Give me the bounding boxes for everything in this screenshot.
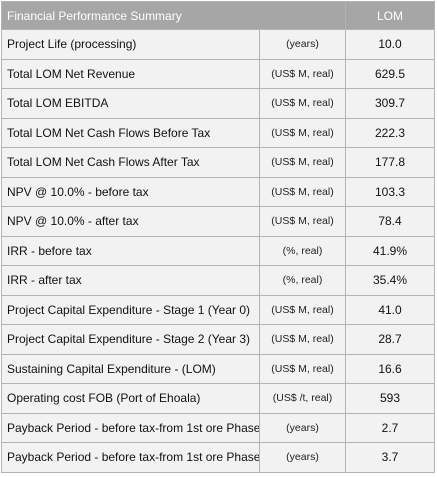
unit-label: (US$ M, real) bbox=[258, 294, 347, 325]
table-title: Financial Performance Summary bbox=[0, 1, 347, 30]
unit-label: (US$ M, real) bbox=[258, 324, 347, 355]
metric-label: Project Capital Expenditure - Stage 2 (Y… bbox=[1, 324, 260, 355]
lom-value: 3.7 bbox=[345, 442, 436, 473]
table-row: Project Life (processing) (years) 10.0 bbox=[1, 29, 436, 60]
unit-label: (years) bbox=[258, 412, 347, 443]
lom-column-header: LOM bbox=[345, 1, 436, 30]
lom-value: 10.0 bbox=[345, 29, 436, 60]
lom-value: 222.3 bbox=[345, 117, 436, 148]
lom-value: 309.7 bbox=[345, 88, 436, 119]
unit-label: (US$ /t, real) bbox=[258, 383, 347, 414]
unit-label: (US$ M, real) bbox=[258, 353, 347, 384]
table-row: IRR - after tax (%, real) 35.4% bbox=[1, 265, 436, 296]
table-row: Total LOM EBITDA (US$ M, real) 309.7 bbox=[1, 88, 436, 119]
metric-label: Total LOM Net Cash Flows After Tax bbox=[1, 147, 260, 178]
unit-label: (US$ M, real) bbox=[258, 88, 347, 119]
table-row: Project Capital Expenditure - Stage 2 (Y… bbox=[1, 324, 436, 355]
metric-label: NPV @ 10.0% - after tax bbox=[1, 206, 260, 237]
lom-value: 28.7 bbox=[345, 324, 436, 355]
table-header-row: Financial Performance Summary LOM bbox=[0, 1, 436, 30]
lom-value: 177.8 bbox=[345, 147, 436, 178]
unit-label: (%, real) bbox=[258, 235, 347, 266]
metric-label: Total LOM Net Revenue bbox=[1, 58, 260, 89]
metric-label: Operating cost FOB (Port of Ehoala) bbox=[1, 383, 260, 414]
lom-value: 593 bbox=[345, 383, 436, 414]
unit-label: (US$ M, real) bbox=[258, 58, 347, 89]
table-body: Project Life (processing) (years) 10.0 T… bbox=[1, 29, 436, 473]
metric-label: Total LOM EBITDA bbox=[1, 88, 260, 119]
table-row: Operating cost FOB (Port of Ehoala) (US$… bbox=[1, 383, 436, 414]
unit-label: (years) bbox=[258, 29, 347, 60]
lom-value: 16.6 bbox=[345, 353, 436, 384]
lom-value: 35.4% bbox=[345, 265, 436, 296]
metric-label: NPV @ 10.0% - before tax bbox=[1, 176, 260, 207]
table-row: NPV @ 10.0% - before tax (US$ M, real) 1… bbox=[1, 176, 436, 207]
table-row: Total LOM Net Revenue (US$ M, real) 629.… bbox=[1, 58, 436, 89]
unit-label: (US$ M, real) bbox=[258, 176, 347, 207]
unit-label: (US$ M, real) bbox=[258, 206, 347, 237]
unit-label: (%, real) bbox=[258, 265, 347, 296]
table-row: Total LOM Net Cash Flows Before Tax (US$… bbox=[1, 117, 436, 148]
lom-value: 103.3 bbox=[345, 176, 436, 207]
unit-label: (US$ M, real) bbox=[258, 147, 347, 178]
lom-value: 41.0 bbox=[345, 294, 436, 325]
metric-label: Payback Period - before tax-from 1st ore… bbox=[1, 442, 260, 473]
unit-label: (years) bbox=[258, 442, 347, 473]
metric-label: IRR - after tax bbox=[1, 265, 260, 296]
table-row: Sustaining Capital Expenditure - (LOM) (… bbox=[1, 353, 436, 384]
table-row: NPV @ 10.0% - after tax (US$ M, real) 78… bbox=[1, 206, 436, 237]
table-row: Payback Period - before tax-from 1st ore… bbox=[1, 412, 436, 443]
unit-label: (US$ M, real) bbox=[258, 117, 347, 148]
lom-value: 78.4 bbox=[345, 206, 436, 237]
metric-label: Project Life (processing) bbox=[1, 29, 260, 60]
table-row: Total LOM Net Cash Flows After Tax (US$ … bbox=[1, 147, 436, 178]
metric-label: Project Capital Expenditure - Stage 1 (Y… bbox=[1, 294, 260, 325]
table-row: Payback Period - before tax-from 1st ore… bbox=[1, 442, 436, 473]
table-row: IRR - before tax (%, real) 41.9% bbox=[1, 235, 436, 266]
metric-label: IRR - before tax bbox=[1, 235, 260, 266]
lom-value: 41.9% bbox=[345, 235, 436, 266]
table-row: Project Capital Expenditure - Stage 1 (Y… bbox=[1, 294, 436, 325]
lom-value: 2.7 bbox=[345, 412, 436, 443]
metric-label: Sustaining Capital Expenditure - (LOM) bbox=[1, 353, 260, 384]
lom-value: 629.5 bbox=[345, 58, 436, 89]
metric-label: Total LOM Net Cash Flows Before Tax bbox=[1, 117, 260, 148]
metric-label: Payback Period - before tax-from 1st ore… bbox=[1, 412, 260, 443]
